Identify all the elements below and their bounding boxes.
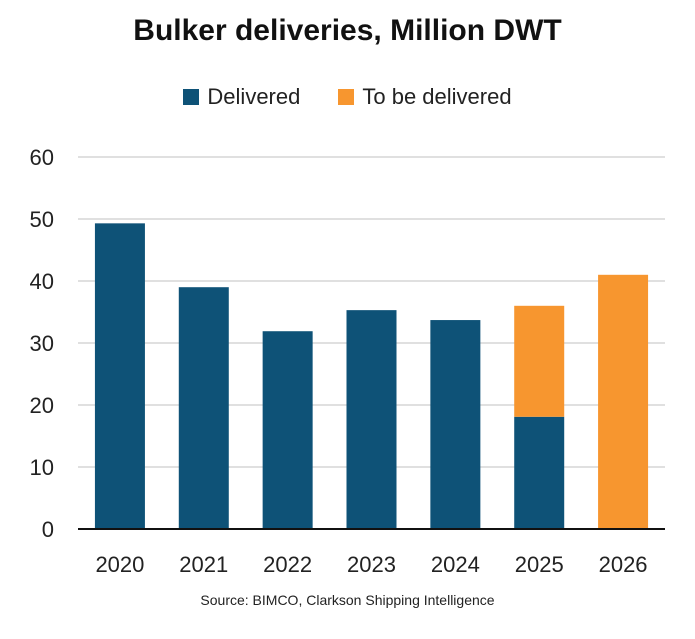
x-tick-label-2022: 2022 [263, 552, 312, 577]
chart-title: Bulker deliveries, Million DWT [133, 14, 562, 47]
bar-to-be-delivered-2025 [514, 305, 565, 417]
legend-label-to-be-delivered: To be delivered [362, 84, 512, 109]
y-tick-label-0: 0 [42, 517, 54, 542]
legend-swatch-delivered [183, 89, 200, 105]
legend-label-delivered: Delivered [207, 84, 301, 109]
x-tick-label-2026: 2026 [599, 552, 648, 577]
y-tick-label-60: 60 [30, 145, 54, 170]
x-tick-label-2020: 2020 [95, 552, 144, 577]
y-tick-label-40: 40 [30, 269, 54, 294]
chart-legend: Delivered To be delivered [0, 84, 695, 110]
legend-item-delivered: Delivered [183, 84, 300, 110]
y-tick-label-30: 30 [30, 331, 54, 356]
x-tick-label-2023: 2023 [347, 552, 396, 577]
x-tick-label-2025: 2025 [515, 552, 564, 577]
y-tick-label-20: 20 [30, 393, 54, 418]
bar-delivered-2021 [178, 287, 229, 529]
legend-swatch-to-be-delivered [338, 89, 355, 105]
x-tick-label-2024: 2024 [431, 552, 480, 577]
bar-delivered-2023 [346, 310, 397, 529]
chart-source-note: Source: BIMCO, Clarkson Shipping Intelli… [200, 592, 495, 608]
bar-to-be-delivered-2026 [598, 274, 649, 529]
y-tick-label-10: 10 [30, 455, 54, 480]
legend-item-to-be-delivered: To be delivered [338, 84, 512, 110]
bar-delivered-2025 [514, 416, 565, 529]
bar-delivered-2020 [94, 223, 145, 529]
bar-delivered-2024 [430, 320, 481, 529]
x-tick-label-2021: 2021 [179, 552, 228, 577]
bar-delivered-2022 [262, 331, 313, 529]
y-tick-label-50: 50 [30, 207, 54, 232]
